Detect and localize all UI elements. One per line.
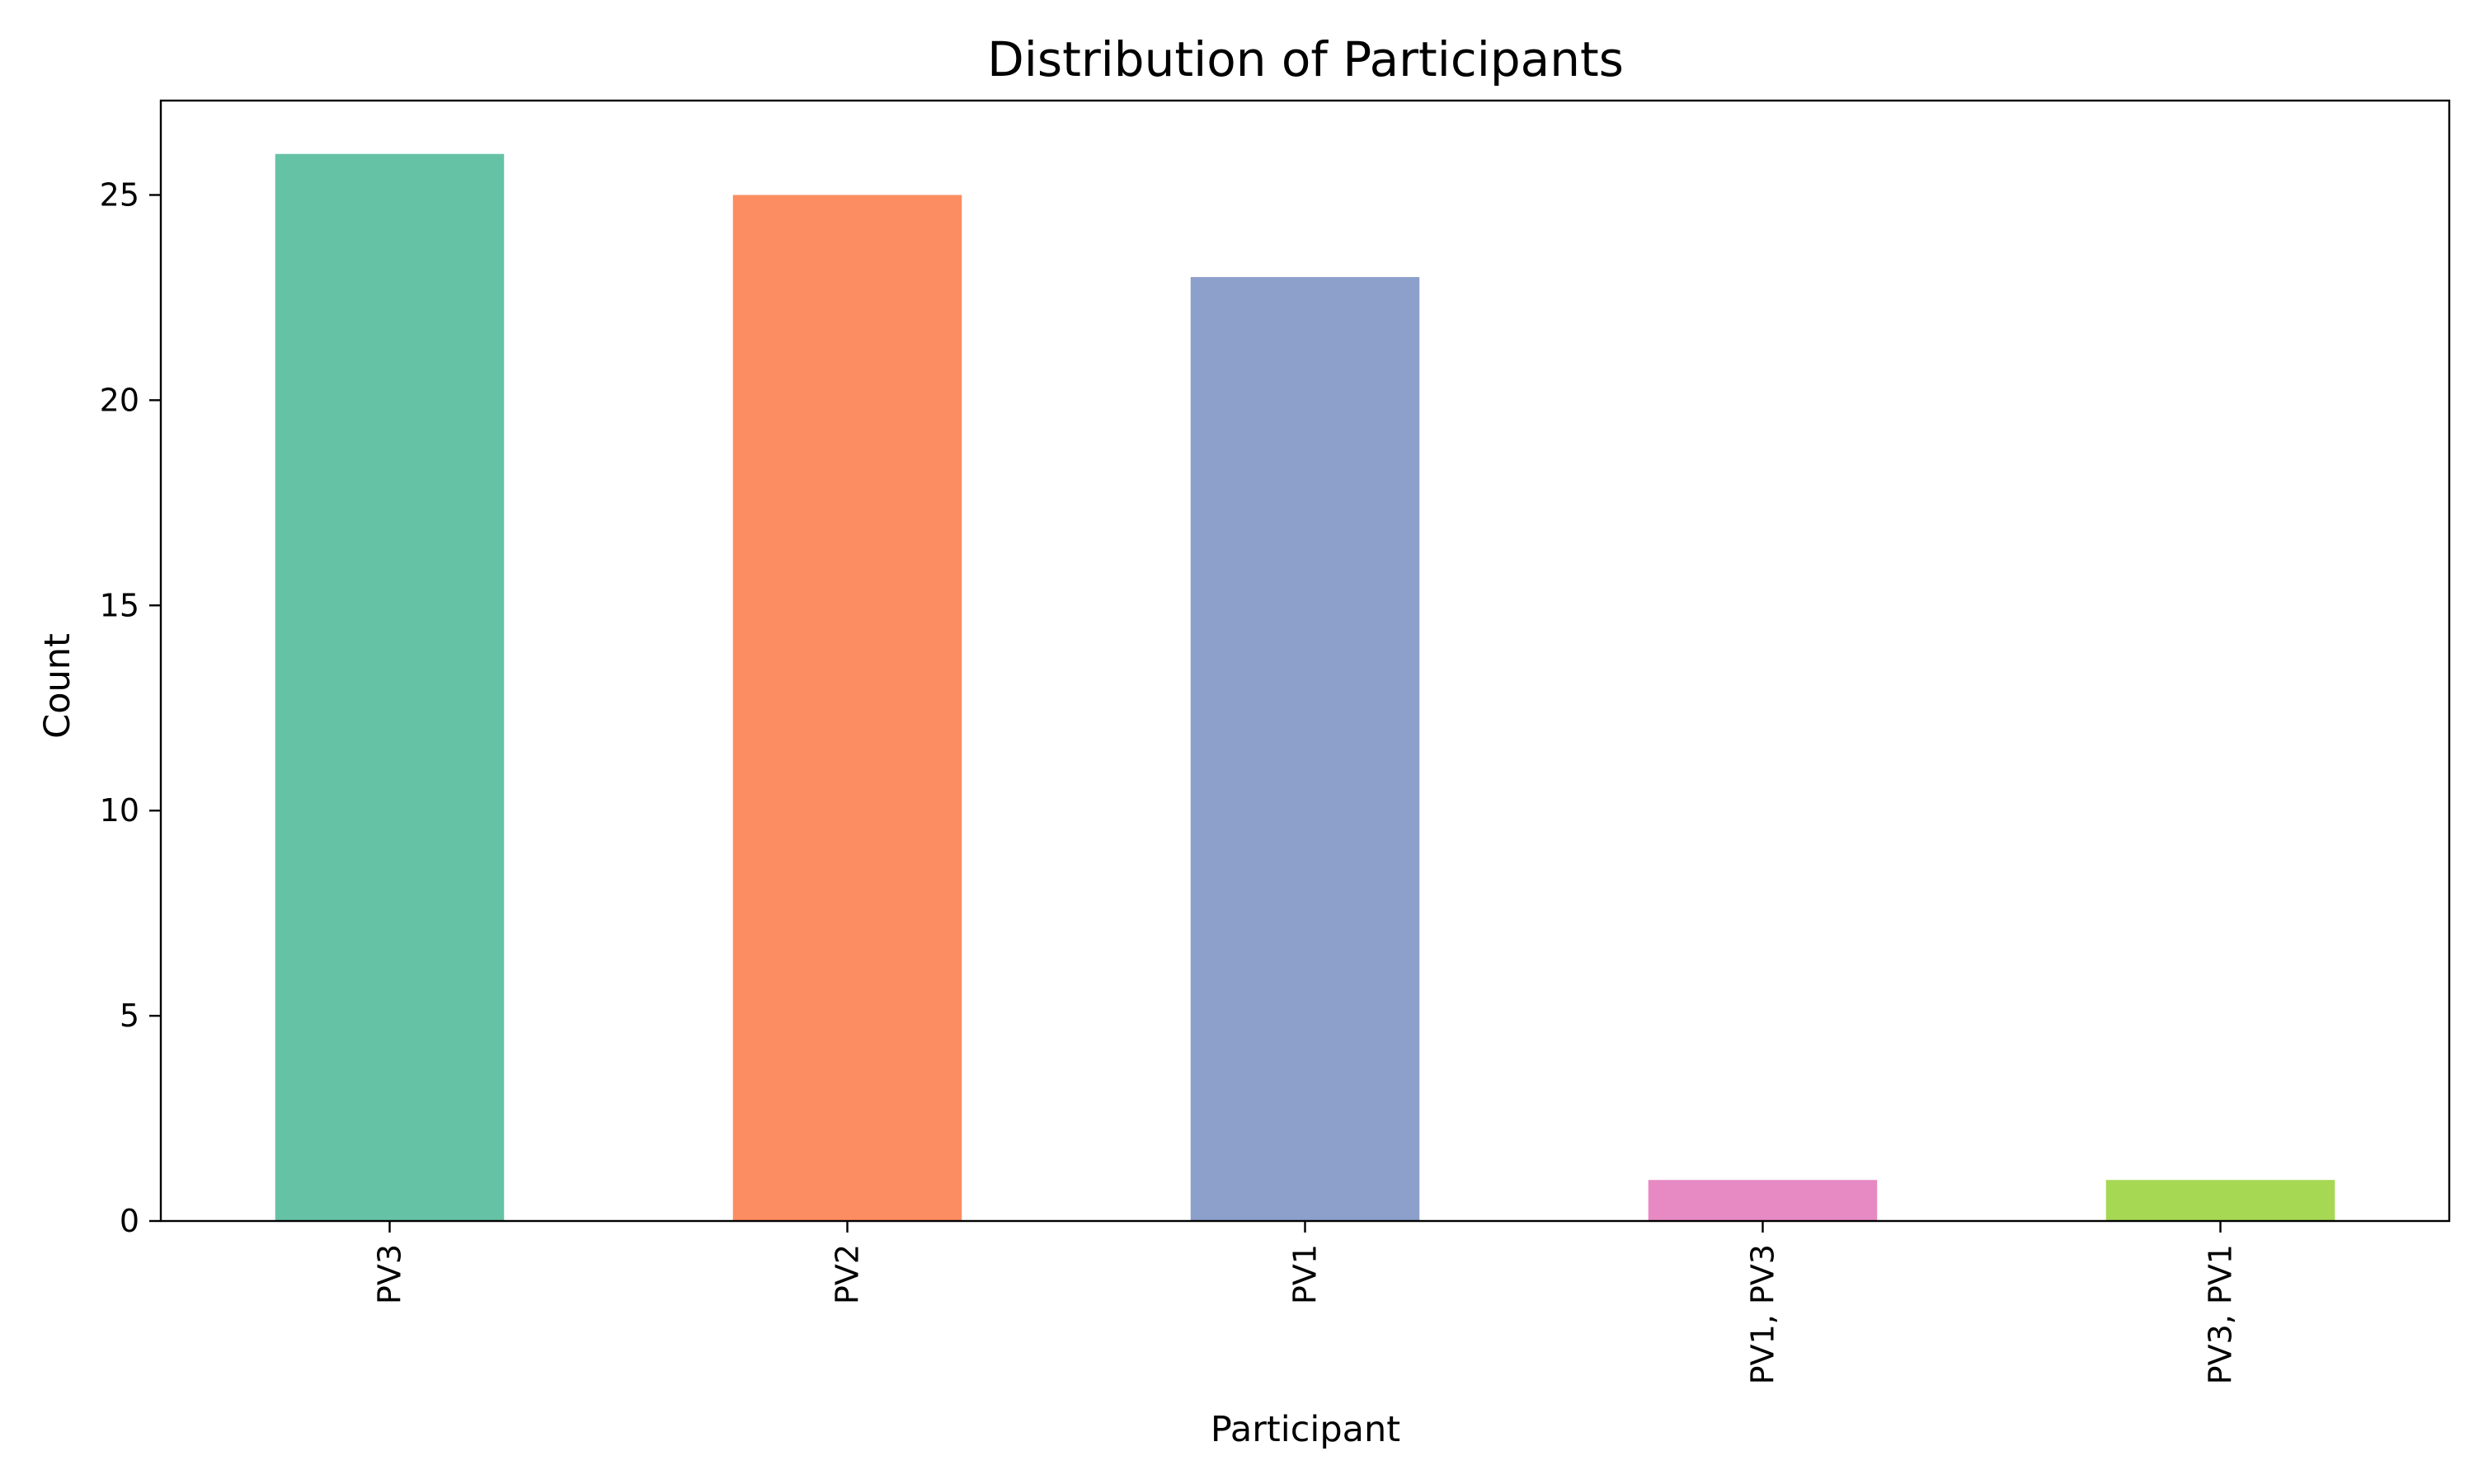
y-tick-label: 25 xyxy=(100,176,139,213)
x-tick-label: PV3, PV1 xyxy=(2203,1244,2239,1384)
x-tick-label: PV1, PV3 xyxy=(1745,1244,1781,1384)
x-tick-label: PV2 xyxy=(830,1244,866,1304)
y-axis-ticks: 0 5 10 15 20 25 xyxy=(100,176,161,1239)
x-tick-label: PV3 xyxy=(372,1244,408,1304)
bar xyxy=(1190,277,1420,1221)
x-tick-label: PV1 xyxy=(1287,1244,1324,1304)
x-axis-label: Participant xyxy=(1211,1409,1400,1450)
y-axis-label: Count xyxy=(37,633,78,739)
bar xyxy=(732,195,962,1221)
bars-layer xyxy=(275,153,2335,1222)
bar xyxy=(275,153,505,1222)
bar xyxy=(1648,1180,1878,1221)
y-tick-label: 5 xyxy=(120,998,139,1034)
y-tick-label: 15 xyxy=(100,587,139,623)
bar xyxy=(2105,1180,2335,1221)
chart-title: Distribution of Participants xyxy=(987,31,1624,87)
y-tick-label: 10 xyxy=(100,792,139,829)
y-tick-label: 20 xyxy=(100,382,139,418)
x-axis-ticks: PV3 PV2 PV1 PV1, PV3 PV3, PV1 xyxy=(372,1221,2239,1384)
y-tick-label: 0 xyxy=(120,1203,139,1239)
plot-frame xyxy=(159,99,2451,1223)
